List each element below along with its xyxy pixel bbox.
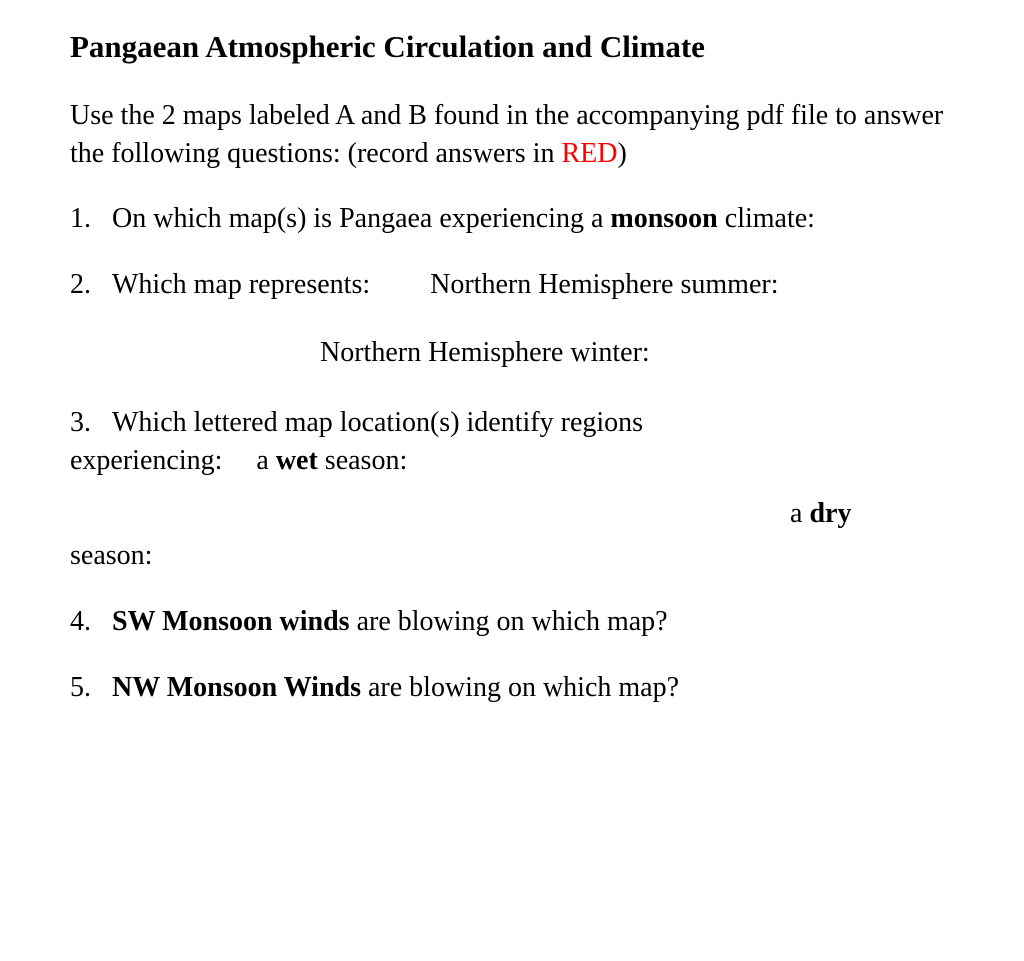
q3-line1: Which lettered map location(s) identify … — [112, 407, 643, 438]
q3-dry-line: a dry — [70, 495, 954, 533]
q2-nhw: Northern Hemisphere winter: — [320, 337, 650, 368]
intro-post: ) — [617, 138, 626, 169]
page-title: Pangaean Atmospheric Circulation and Cli… — [70, 28, 954, 67]
q3-dry: dry — [809, 498, 851, 529]
q1-bold: monsoon — [610, 203, 717, 234]
q3-line2b: a — [256, 445, 275, 476]
q5-number: 5. — [70, 672, 91, 703]
q4-number: 4. — [70, 606, 91, 637]
q1-post: climate: — [718, 203, 815, 234]
q3-number: 3. — [70, 407, 91, 438]
q5-bold: NW Monsoon Winds — [112, 672, 361, 703]
q3-season: season: — [70, 540, 152, 571]
q1-pre: On which map(s) is Pangaea experiencing … — [112, 203, 610, 234]
q1-number: 1. — [70, 203, 91, 234]
document-page: Pangaean Atmospheric Circulation and Cli… — [0, 0, 1024, 707]
question-5: 5. NW Monsoon Winds are blowing on which… — [70, 669, 954, 707]
q3-drya: a — [790, 498, 809, 529]
q5-post: are blowing on which map? — [361, 672, 679, 703]
question-4: 4. SW Monsoon winds are blowing on which… — [70, 603, 954, 641]
q2-nhs: Northern Hemisphere summer: — [430, 269, 778, 300]
q3-season-line: season: — [70, 537, 954, 575]
question-2: 2. Which map represents: Northern Hemisph… — [70, 266, 954, 304]
question-3: 3. Which lettered map location(s) identi… — [70, 404, 954, 480]
intro-paragraph: Use the 2 maps labeled A and B found in … — [70, 97, 954, 173]
q3-wet: wet — [276, 445, 318, 476]
q2-nhw-line: Northern Hemisphere winter: — [320, 334, 954, 372]
intro-pre: Use the 2 maps labeled A and B found in … — [70, 100, 943, 169]
question-1: 1. On which map(s) is Pangaea experienci… — [70, 200, 954, 238]
q4-bold: SW Monsoon winds — [112, 606, 350, 637]
q2-number: 2. — [70, 269, 91, 300]
q3-line2c: season: — [318, 445, 407, 476]
q3-line2a: experiencing: — [70, 445, 222, 476]
intro-red: RED — [561, 138, 617, 169]
q2-text: Which map represents: — [112, 269, 370, 300]
q4-post: are blowing on which map? — [350, 606, 668, 637]
